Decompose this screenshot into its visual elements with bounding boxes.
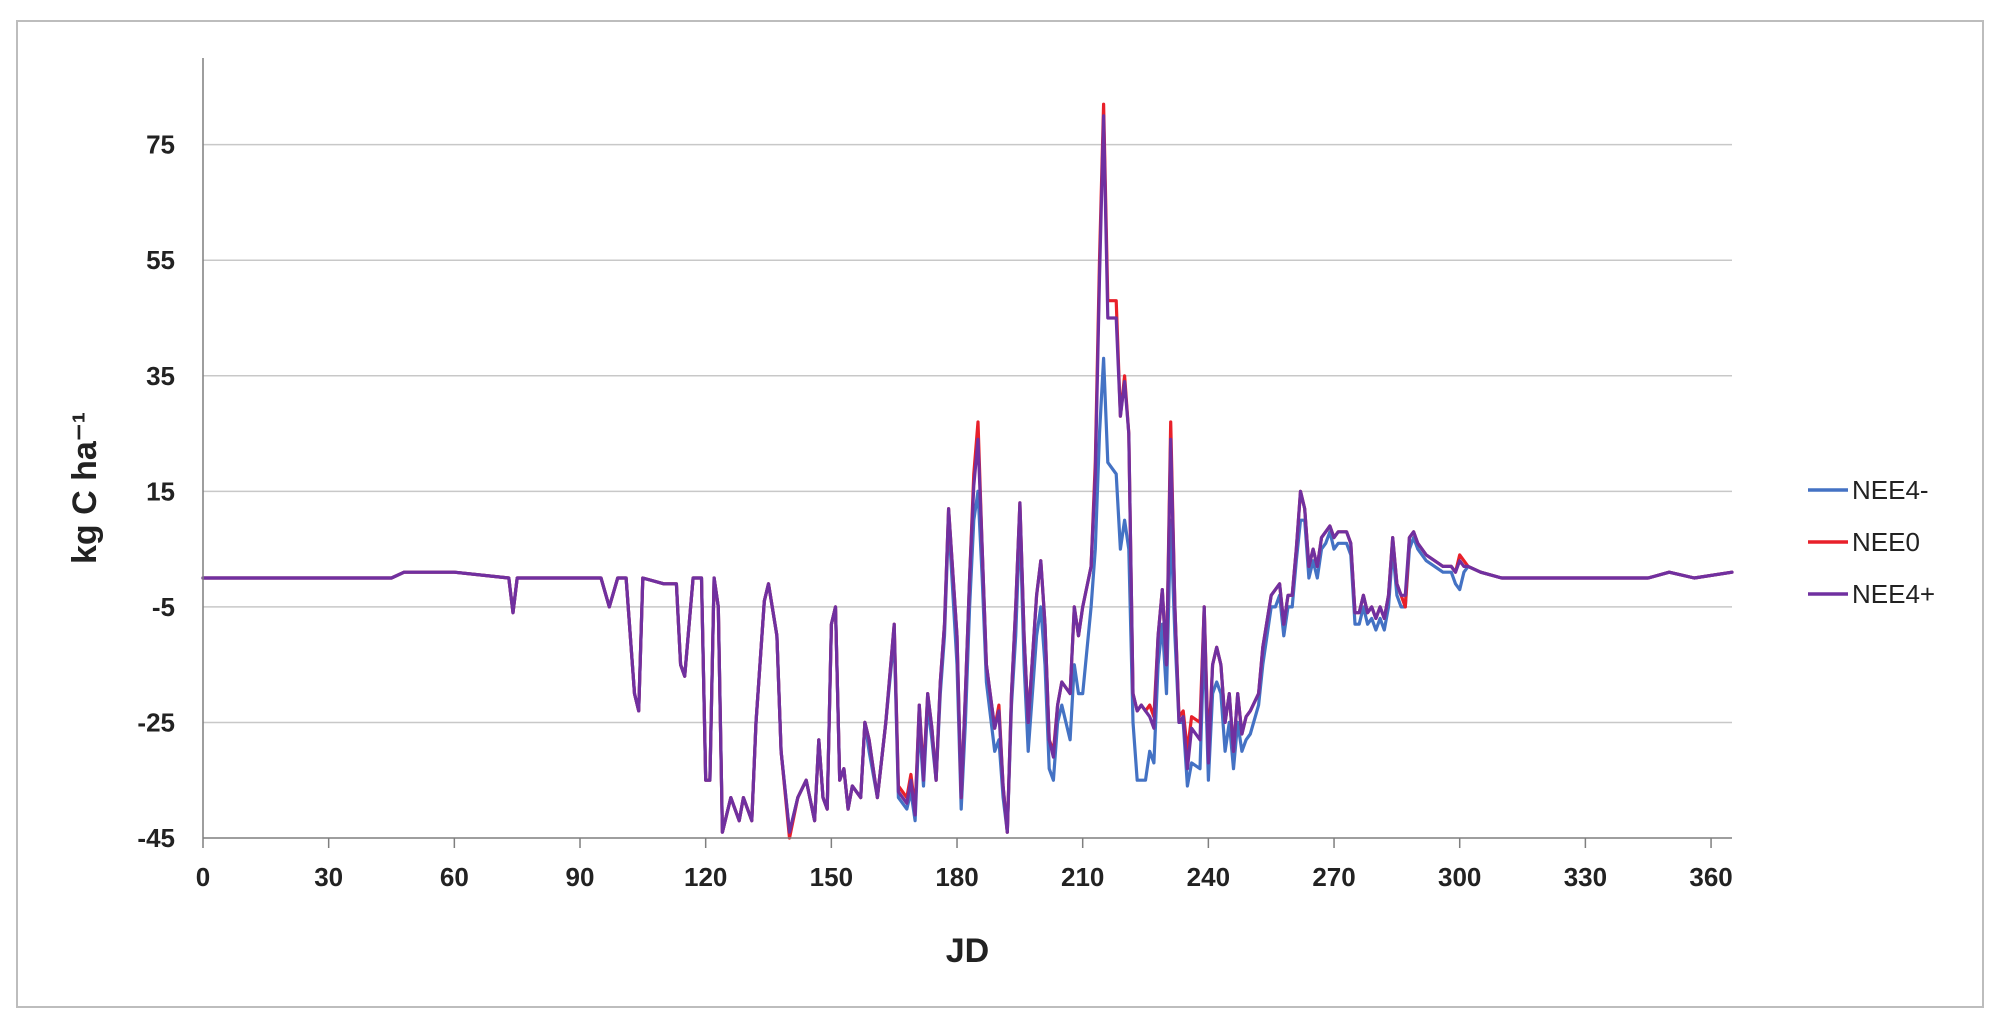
x-tick-label: 120 bbox=[684, 862, 727, 892]
y-tick-label: -5 bbox=[152, 592, 175, 622]
y-axis-title: kg C ha⁻¹ bbox=[66, 412, 104, 564]
series-line-nee4 bbox=[201, 114, 1734, 834]
x-tick-labels: 0 30 60 90 120 150 180 210 240 270 300 330 360 bbox=[196, 862, 1733, 892]
chart-frame bbox=[16, 20, 1984, 1008]
x-axis-title: JD bbox=[946, 932, 989, 970]
x-tick-label: 30 bbox=[314, 862, 343, 892]
x-tick-label: 300 bbox=[1438, 862, 1481, 892]
y-tick-label: 35 bbox=[146, 361, 175, 391]
x-tick-label: 180 bbox=[935, 862, 978, 892]
y-tick-label: -45 bbox=[137, 823, 175, 853]
x-tick-label: 360 bbox=[1689, 862, 1732, 892]
series-line-nee0 bbox=[201, 102, 1734, 840]
y-tick-label: 75 bbox=[146, 130, 175, 160]
legend-label: NEE0 bbox=[1852, 527, 1920, 557]
legend-label: NEE4+ bbox=[1852, 579, 1935, 609]
y-tick-label: 15 bbox=[146, 476, 175, 506]
x-tick-label: 330 bbox=[1564, 862, 1607, 892]
series-lines bbox=[201, 102, 1734, 840]
x-tick-label: 90 bbox=[566, 862, 595, 892]
y-tick-label: 55 bbox=[146, 245, 175, 275]
y-tick-labels: 75 55 35 15 -5 -25 -45 bbox=[137, 130, 175, 853]
x-tick-label: 270 bbox=[1312, 862, 1355, 892]
y-tick-label: -25 bbox=[137, 707, 175, 737]
legend-label: NEE4- bbox=[1852, 475, 1929, 505]
x-tick-label: 150 bbox=[810, 862, 853, 892]
x-tick-label: 210 bbox=[1061, 862, 1104, 892]
axes bbox=[202, 58, 1732, 848]
x-tick-label: 60 bbox=[440, 862, 469, 892]
x-tick-label: 0 bbox=[196, 862, 210, 892]
legend: NEE4- NEE0 NEE4+ bbox=[1808, 475, 1935, 609]
x-tick-label: 240 bbox=[1187, 862, 1230, 892]
